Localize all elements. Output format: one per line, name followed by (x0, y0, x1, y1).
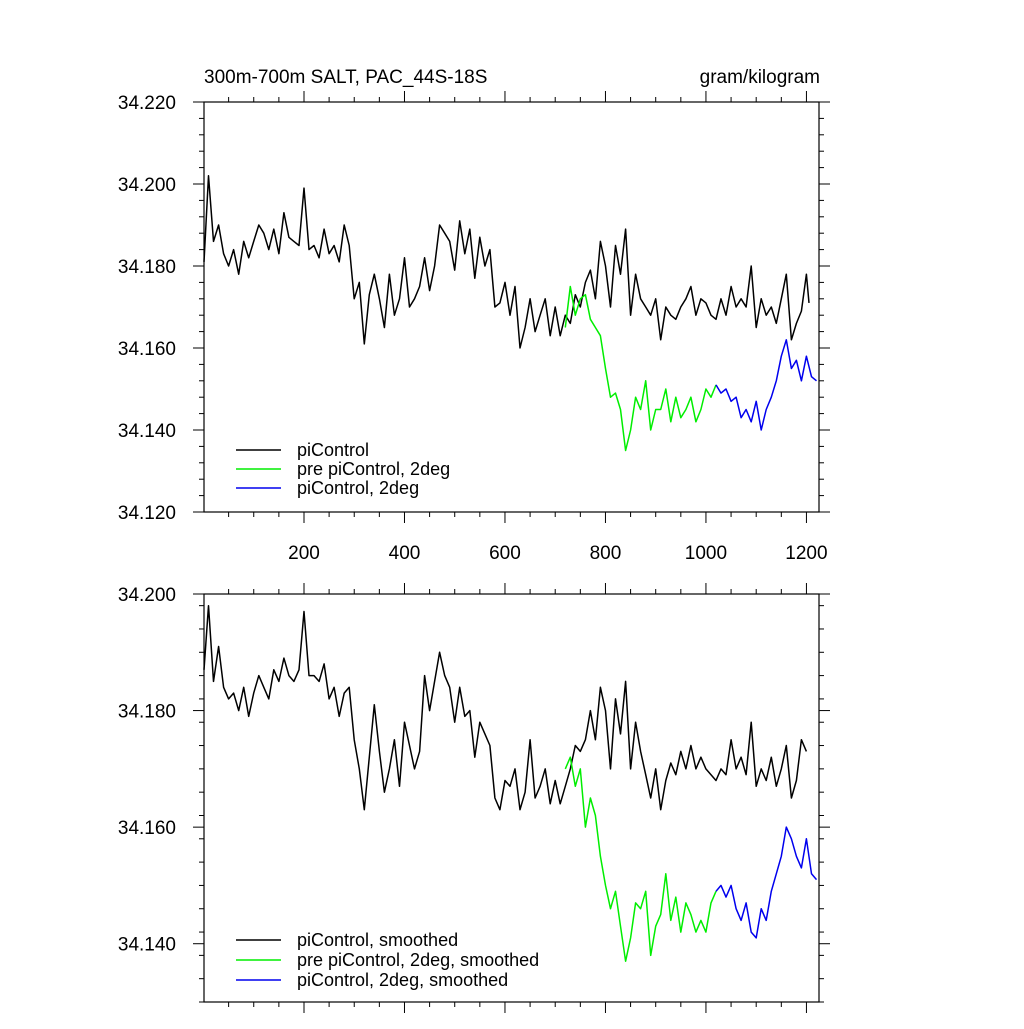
plot-frame (203, 101, 820, 513)
y-tick-label: 34.160 (118, 818, 176, 839)
chart-title: 300m-700m SALT, PAC_44S-18S (204, 67, 487, 88)
y-tick-label: 34.140 (118, 421, 176, 442)
series-line-0 (203, 175, 810, 349)
y-tick-label: 34.180 (118, 702, 176, 723)
x-tick-label: 400 (389, 543, 421, 564)
x-tick-label: 1000 (685, 543, 727, 564)
x-tick-label: 1200 (785, 543, 827, 564)
series-line-2 (715, 826, 818, 939)
legend-label: piControl (297, 440, 369, 460)
series-line-0 (203, 604, 808, 811)
legend-label: pre piControl, 2deg, smoothed (297, 950, 539, 970)
top-panel: 34.120 34.140 34.160 34.180 34.200 34.220 200 4… (118, 67, 830, 564)
series-line-2 (715, 339, 817, 431)
y-tick-label: 34.200 (118, 585, 176, 606)
units-label: gram/kilogram (700, 67, 820, 88)
plot-frame (203, 593, 820, 1003)
series-line-1 (564, 756, 717, 962)
series-line-1 (564, 285, 717, 452)
y-tick-label: 34.200 (118, 175, 176, 196)
y-tick-label: 34.140 (118, 935, 176, 956)
legend-label: piControl, 2deg (297, 478, 419, 498)
legend-label: piControl, 2deg, smoothed (297, 970, 508, 990)
y-tick-label: 34.160 (118, 339, 176, 360)
y-tick-label: 34.180 (118, 257, 176, 278)
x-tick-label: 600 (489, 543, 521, 564)
legend-label: piControl, smoothed (297, 930, 458, 950)
legend-label: pre piControl, 2deg (297, 459, 450, 479)
bottom-panel: 34.140 34.160 34.180 34.200 piControl, smoot… (118, 583, 830, 1013)
y-tick-label: 34.220 (118, 93, 176, 114)
x-tick-label: 200 (288, 543, 320, 564)
x-tick-label: 800 (590, 543, 622, 564)
y-tick-label: 34.120 (118, 503, 176, 524)
